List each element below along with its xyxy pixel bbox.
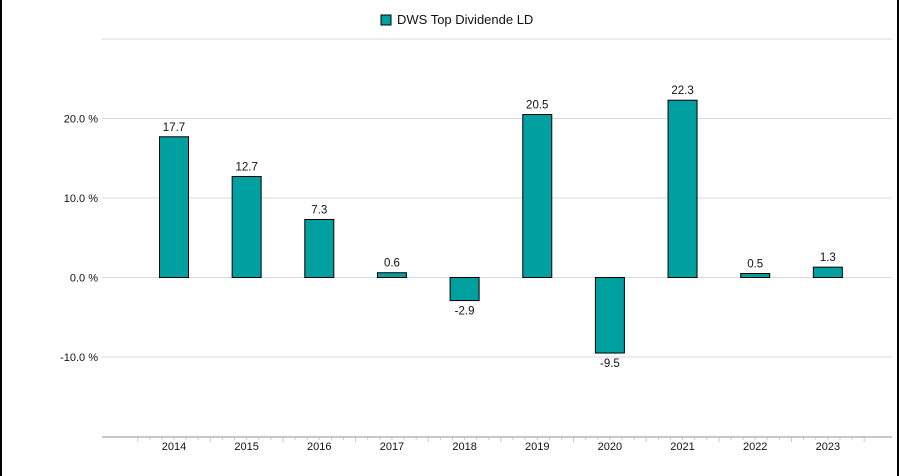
data-label: 22.3 (671, 85, 693, 97)
x-tick-label: 2023 (816, 441, 840, 453)
legend: DWS Top Dividende LD (381, 12, 533, 27)
data-labels: 17.7 12.7 7.3 0.6 -2.9 20.5 -9.5 22.3 0.5 1.3 (163, 85, 836, 370)
bar-2019 (523, 115, 552, 278)
x-tick-label: 2020 (598, 441, 622, 453)
data-label: 17.7 (163, 122, 185, 134)
data-label: 20.5 (526, 100, 548, 112)
x-tick-label: 2017 (380, 441, 404, 453)
x-tick-label: 2016 (307, 441, 331, 453)
x-tick-label: 2019 (525, 441, 549, 453)
data-label: 1.3 (820, 252, 836, 264)
x-axis: 2014 2015 2016 2017 2018 2019 2020 2021 2022 2023 (102, 437, 892, 453)
y-tick-label: -10.0 % (60, 352, 98, 364)
bar-2014 (160, 137, 189, 278)
y-tick-label: 20.0 % (64, 114, 98, 126)
data-label: 12.7 (235, 162, 257, 174)
x-tick-label: 2021 (670, 441, 694, 453)
legend-label: DWS Top Dividende LD (397, 12, 533, 27)
legend-swatch (381, 15, 391, 25)
data-label: 0.5 (747, 259, 763, 271)
bars (160, 100, 843, 353)
bar-2020 (595, 278, 624, 354)
data-label: 7.3 (311, 204, 327, 216)
bar-2017 (377, 273, 406, 278)
bar-2015 (232, 177, 261, 278)
bar-2018 (450, 278, 479, 301)
y-tick-label: 10.0 % (64, 193, 98, 205)
bar-2021 (668, 100, 697, 277)
data-label: 0.6 (384, 258, 400, 270)
data-label: -2.9 (455, 306, 475, 318)
data-label: -9.5 (600, 358, 620, 370)
y-tick-label: 0.0 % (70, 273, 98, 285)
bar-2022 (741, 274, 770, 278)
bar-2016 (305, 219, 334, 277)
x-tick-label: 2022 (743, 441, 767, 453)
x-tick-label: 2014 (162, 441, 186, 453)
bar-2023 (813, 267, 842, 277)
x-tick-label: 2018 (452, 441, 476, 453)
x-tick-label: 2015 (234, 441, 258, 453)
